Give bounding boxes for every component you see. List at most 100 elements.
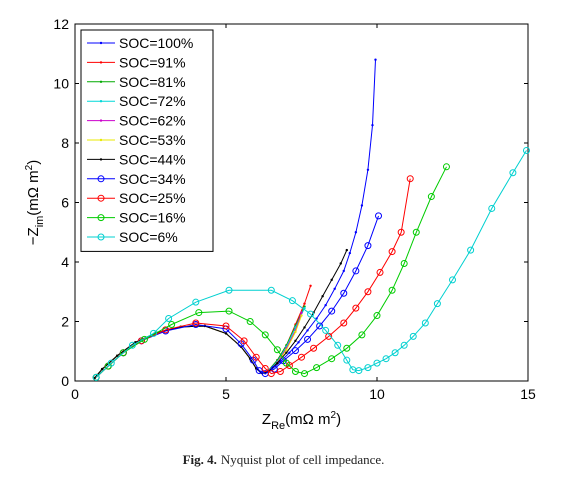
legend-marker — [97, 194, 105, 202]
data-point — [288, 351, 291, 354]
data-point — [261, 331, 269, 339]
data-point — [406, 175, 414, 183]
data-point — [433, 300, 441, 308]
data-point — [374, 58, 377, 61]
data-point — [92, 373, 100, 381]
data-point — [324, 303, 327, 307]
x-tick-label: 0 — [71, 386, 79, 402]
data-point — [165, 315, 173, 323]
legend-marker — [97, 175, 105, 183]
data-point — [352, 267, 360, 275]
data-point — [345, 248, 348, 252]
data-point — [333, 287, 336, 290]
data-point — [195, 309, 203, 317]
data-point — [313, 364, 321, 372]
data-point — [273, 346, 281, 354]
data-point — [316, 322, 324, 330]
data-point — [373, 312, 381, 320]
figure-caption: Fig. 4. Nyquist plot of cell impedance. — [0, 452, 567, 468]
data-point — [355, 367, 363, 375]
data-point — [282, 359, 290, 367]
data-point — [261, 365, 269, 373]
data-point — [328, 355, 336, 363]
data-point — [397, 228, 405, 236]
y-tick-label: 4 — [61, 254, 69, 270]
legend-entry: SOC=62% — [87, 113, 186, 129]
data-point — [366, 168, 370, 171]
data-point — [400, 259, 408, 267]
y-axis-label: −Zim(mΩ m2) — [24, 160, 46, 245]
data-point — [240, 337, 248, 345]
data-point — [307, 310, 315, 318]
data-point — [304, 335, 312, 343]
data-point — [340, 319, 348, 327]
data-point — [376, 268, 384, 276]
data-point — [400, 341, 408, 349]
data-point — [267, 370, 275, 378]
data-point — [343, 356, 351, 364]
y-tick-label: 2 — [61, 314, 69, 330]
data-point — [225, 286, 233, 294]
y-tick-label: 0 — [61, 373, 69, 389]
data-point — [442, 163, 450, 171]
x-tick-label: 5 — [222, 386, 230, 402]
legend-marker — [99, 41, 103, 45]
data-point — [224, 332, 228, 335]
caption-text: Nyquist plot of cell impedance. — [220, 452, 385, 467]
series-layer — [92, 58, 530, 381]
legend-marker — [97, 233, 105, 241]
data-point — [352, 304, 360, 312]
data-point — [334, 341, 342, 349]
ticks-layer: 0 5 10 15 0 2 4 6 8 10 12 — [53, 16, 536, 402]
data-point — [285, 348, 288, 351]
legend-label: SOC=100% — [119, 35, 193, 51]
series-line — [95, 178, 411, 378]
data-point — [522, 146, 530, 154]
data-point — [246, 318, 254, 325]
data-point — [276, 361, 279, 365]
data-point — [222, 322, 230, 330]
data-point — [294, 339, 297, 343]
data-point — [343, 344, 351, 352]
data-point — [116, 354, 119, 357]
data-point — [340, 289, 348, 297]
data-point — [364, 288, 372, 296]
legend-entry: SOC=34% — [87, 171, 186, 187]
legend-entry: SOC=91% — [87, 54, 186, 70]
data-point — [300, 311, 303, 314]
data-point — [303, 326, 306, 329]
data-point — [255, 367, 263, 375]
data-point — [509, 169, 517, 177]
data-point — [427, 193, 435, 201]
legend-marker — [99, 80, 103, 84]
data-point — [288, 297, 296, 305]
data-point — [285, 351, 288, 354]
data-point — [252, 353, 260, 361]
data-point — [310, 344, 318, 352]
y-tick-label: 6 — [61, 195, 69, 211]
data-point — [342, 269, 345, 273]
data-point — [291, 367, 299, 375]
x-tick-label: 15 — [520, 386, 536, 402]
data-point — [291, 347, 299, 355]
legend-label: SOC=6% — [119, 229, 178, 245]
data-point — [328, 307, 336, 315]
data-point — [322, 326, 330, 334]
legend-entry: SOC=6% — [87, 229, 178, 245]
legend: SOC=100% SOC=91% SOC=81% SOC=72% SOC=62% SOC=… — [80, 29, 214, 252]
legend-label: SOC=62% — [119, 113, 186, 129]
legend-entry: SOC=81% — [87, 74, 186, 90]
legend-label: SOC=91% — [119, 54, 186, 70]
data-point — [150, 329, 158, 337]
legend-label: SOC=25% — [119, 190, 186, 206]
data-point — [192, 319, 200, 327]
data-point — [315, 317, 318, 320]
data-point — [421, 319, 429, 327]
legend-marker — [97, 214, 105, 222]
legend-entry: SOC=44% — [87, 151, 186, 167]
data-point — [119, 349, 127, 357]
data-point — [391, 349, 399, 357]
legend-entry: SOC=53% — [87, 132, 186, 148]
y-tick-label: 8 — [61, 135, 69, 151]
data-point — [192, 298, 200, 306]
